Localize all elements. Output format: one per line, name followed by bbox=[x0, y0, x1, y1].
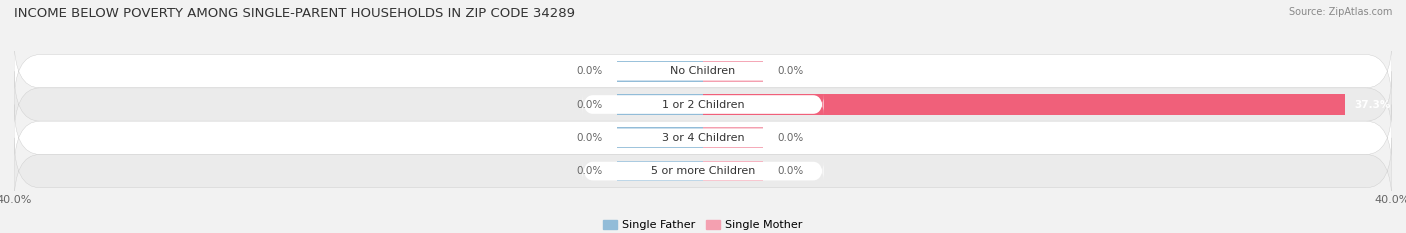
Text: 0.0%: 0.0% bbox=[778, 133, 803, 143]
Text: 1 or 2 Children: 1 or 2 Children bbox=[662, 99, 744, 110]
Text: 0.0%: 0.0% bbox=[576, 166, 603, 176]
Bar bbox=[703, 94, 1346, 115]
FancyBboxPatch shape bbox=[14, 71, 1392, 138]
Bar bbox=[703, 61, 763, 82]
Text: 37.3%: 37.3% bbox=[1354, 99, 1391, 110]
Text: Source: ZipAtlas.com: Source: ZipAtlas.com bbox=[1288, 7, 1392, 17]
Bar bbox=[617, 161, 703, 182]
Bar bbox=[617, 94, 703, 115]
Text: 0.0%: 0.0% bbox=[576, 133, 603, 143]
Text: 0.0%: 0.0% bbox=[778, 66, 803, 76]
Legend: Single Father, Single Mother: Single Father, Single Mother bbox=[599, 215, 807, 233]
Text: INCOME BELOW POVERTY AMONG SINGLE-PARENT HOUSEHOLDS IN ZIP CODE 34289: INCOME BELOW POVERTY AMONG SINGLE-PARENT… bbox=[14, 7, 575, 20]
Text: No Children: No Children bbox=[671, 66, 735, 76]
FancyBboxPatch shape bbox=[582, 94, 824, 115]
Text: 0.0%: 0.0% bbox=[576, 66, 603, 76]
Text: 0.0%: 0.0% bbox=[576, 99, 603, 110]
FancyBboxPatch shape bbox=[14, 138, 1392, 204]
FancyBboxPatch shape bbox=[582, 161, 824, 182]
FancyBboxPatch shape bbox=[14, 105, 1392, 171]
Text: 0.0%: 0.0% bbox=[778, 166, 803, 176]
Bar bbox=[617, 127, 703, 148]
FancyBboxPatch shape bbox=[14, 38, 1392, 105]
Bar bbox=[703, 161, 763, 182]
Text: 3 or 4 Children: 3 or 4 Children bbox=[662, 133, 744, 143]
Text: 5 or more Children: 5 or more Children bbox=[651, 166, 755, 176]
FancyBboxPatch shape bbox=[582, 127, 824, 148]
Bar bbox=[703, 127, 763, 148]
Bar bbox=[617, 61, 703, 82]
FancyBboxPatch shape bbox=[582, 61, 824, 82]
